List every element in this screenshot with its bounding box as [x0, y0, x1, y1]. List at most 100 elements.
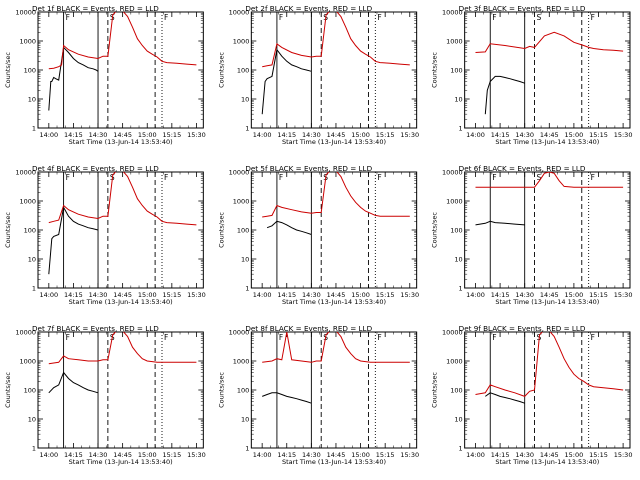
x-axis-label: Start Time (13-Jun-14 13:53:40) [69, 138, 173, 146]
plot-frame [464, 331, 631, 449]
chart-panel: Det 6f BLACK = Events, RED = LLD Counts/s… [431, 164, 633, 306]
events-series-line [485, 392, 525, 404]
chart-title: Det 1f BLACK = Events, RED = LLD [32, 4, 159, 13]
y-tick-label: 10000 [229, 329, 250, 337]
x-tick-label: 15:30 [614, 131, 633, 139]
y-tick-label: 1 [459, 445, 463, 453]
y-tick-label: 1 [459, 285, 463, 293]
events-series-line [484, 75, 525, 115]
chart-panel: Det 2f BLACK = Events, RED = LLD Counts/s… [217, 4, 419, 146]
event-marker: F [164, 173, 168, 182]
y-tick-label: 10 [454, 416, 462, 424]
x-tick-label: 15:30 [187, 451, 206, 459]
x-tick-label: 14:30 [515, 451, 534, 459]
x-tick-label: 15:30 [614, 451, 633, 459]
lld-series-line [262, 172, 410, 218]
x-axis-label: Start Time (13-Jun-14 13:53:40) [282, 138, 386, 146]
chart-title: Det 4f BLACK = Events, RED = LLD [32, 164, 159, 173]
x-tick-label: 14:45 [113, 291, 132, 299]
x-tick-label: 15:30 [400, 451, 419, 459]
x-tick-label: 14:45 [327, 291, 346, 299]
chart-panel: Det 5f BLACK = Events, RED = LLD Counts/s… [217, 164, 419, 306]
y-tick-label: 10 [241, 96, 249, 104]
x-axis-label: Start Time (13-Jun-14 13:53:40) [282, 298, 386, 306]
y-tick-label: 1 [32, 445, 36, 453]
x-tick-label: 14:15 [277, 291, 296, 299]
event-marker: F [66, 13, 70, 22]
y-axis-label: Counts/sec [431, 52, 439, 88]
x-tick-label: 14:30 [515, 291, 534, 299]
y-tick-label: 100 [24, 67, 36, 75]
events-series-line [475, 220, 525, 226]
event-marker: F [492, 333, 496, 342]
event-marker: F [492, 13, 496, 22]
chart-panel: Det 8f BLACK = Events, RED = LLD Counts/s… [217, 324, 419, 466]
events-series-line [262, 392, 312, 404]
y-tick-label: 10 [28, 256, 36, 264]
x-axis-label: Start Time (13-Jun-14 13:53:40) [495, 138, 599, 146]
x-tick-label: 15:15 [589, 451, 608, 459]
lld-series-line [48, 172, 197, 226]
x-axis-label: Start Time (13-Jun-14 13:53:40) [495, 458, 599, 466]
x-tick-label: 14:00 [253, 291, 272, 299]
y-axis-label: Counts/sec [217, 212, 225, 248]
x-tick-label: 14:15 [491, 131, 510, 139]
x-tick-label: 15:30 [187, 291, 206, 299]
event-marker: F [279, 333, 283, 342]
chart-panel: Det 9f BLACK = Events, RED = LLD Counts/s… [431, 324, 633, 466]
x-tick-label: 14:15 [64, 451, 83, 459]
x-tick-label: 15:15 [376, 291, 395, 299]
event-marker: F [377, 333, 381, 342]
lld-series-line [48, 332, 197, 365]
x-tick-label: 14:30 [302, 291, 321, 299]
event-marker: F [591, 13, 595, 22]
y-tick-label: 1000 [19, 358, 36, 366]
x-tick-label: 15:15 [376, 451, 395, 459]
chart-title: Det 8f BLACK = Events, RED = LLD [245, 324, 372, 333]
x-tick-label: 14:15 [64, 291, 83, 299]
x-axis-label: Start Time (13-Jun-14 13:53:40) [69, 458, 173, 466]
y-tick-label: 10 [28, 416, 36, 424]
plot-frame [37, 11, 204, 129]
plot-frame [250, 11, 418, 129]
y-tick-label: 1000 [446, 358, 463, 366]
x-tick-label: 14:30 [515, 131, 534, 139]
event-marker: F [591, 333, 595, 342]
y-tick-label: 100 [24, 227, 36, 235]
x-tick-label: 14:00 [466, 291, 485, 299]
x-tick-label: 14:00 [39, 131, 58, 139]
chart-title: Det 9f BLACK = Events, RED = LLD [459, 324, 586, 333]
event-marker: F [164, 13, 168, 22]
y-tick-label: 10000 [442, 329, 463, 337]
event-marker: F [279, 173, 283, 182]
x-tick-label: 14:00 [466, 131, 485, 139]
plot-frame [464, 171, 631, 289]
y-tick-label: 100 [237, 387, 249, 395]
x-tick-label: 15:15 [162, 291, 181, 299]
event-marker: F [164, 333, 168, 342]
x-tick-label: 15:00 [565, 451, 584, 459]
x-tick-label: 14:00 [253, 131, 272, 139]
event-marker: F [492, 173, 496, 182]
y-axis-label: Counts/sec [4, 372, 12, 408]
plot-frame [464, 11, 631, 129]
chart-panel: Det 1f BLACK = Events, RED = LLD Counts/s… [4, 4, 206, 146]
x-tick-label: 14:45 [113, 131, 132, 139]
y-tick-label: 10000 [15, 9, 36, 17]
y-tick-label: 10 [241, 256, 249, 264]
event-marker: F [66, 173, 70, 182]
y-axis-label: Counts/sec [431, 372, 439, 408]
y-tick-label: 10 [454, 96, 462, 104]
y-tick-label: 10000 [15, 329, 36, 337]
x-tick-label: 14:30 [89, 451, 108, 459]
x-tick-label: 14:45 [327, 451, 346, 459]
x-axis-label: Start Time (13-Jun-14 13:53:40) [282, 458, 386, 466]
lld-series-line [48, 12, 197, 70]
chart-title: Det 6f BLACK = Events, RED = LLD [459, 164, 586, 173]
x-tick-label: 14:30 [302, 131, 321, 139]
x-tick-label: 14:00 [253, 451, 272, 459]
x-tick-label: 14:30 [302, 451, 321, 459]
y-tick-label: 1000 [233, 198, 250, 206]
y-tick-label: 100 [450, 227, 462, 235]
x-tick-label: 15:30 [614, 291, 633, 299]
